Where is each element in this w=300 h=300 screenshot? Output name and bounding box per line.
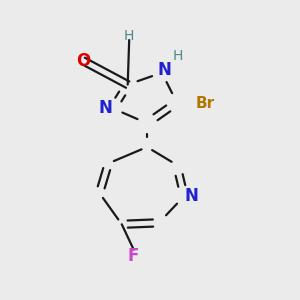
Text: H: H xyxy=(173,50,183,63)
Text: N: N xyxy=(158,61,172,79)
Text: H: H xyxy=(124,28,134,43)
Text: O: O xyxy=(76,52,90,70)
Text: N: N xyxy=(98,99,112,117)
Text: Br: Br xyxy=(196,96,215,111)
Text: N: N xyxy=(185,187,199,205)
Text: F: F xyxy=(128,247,139,265)
